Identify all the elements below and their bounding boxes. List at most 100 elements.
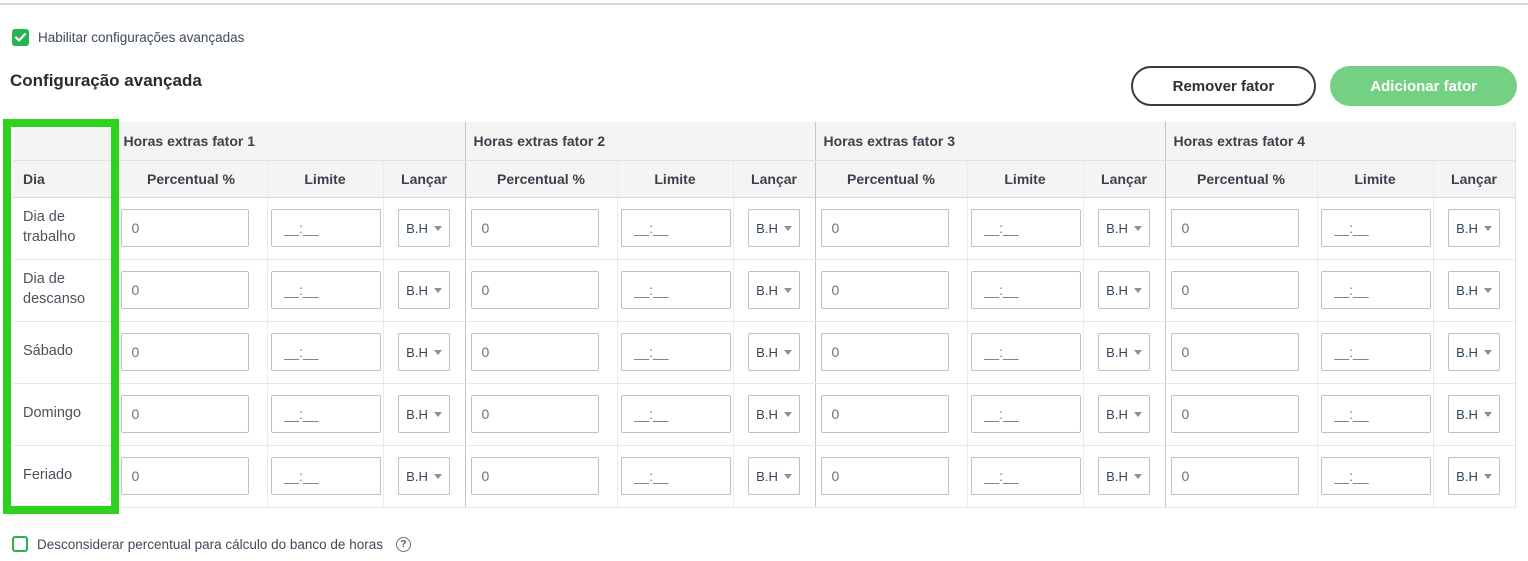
limit-cell [1316,259,1433,322]
percent-cell [464,383,617,446]
limit-input-factor3-row3[interactable] [970,333,1081,371]
percent-cell [1164,259,1317,322]
launch-select-factor1-row1[interactable]: B.H [398,209,450,247]
checkmark-icon [15,33,26,42]
launch-select-value: B.H [1106,344,1128,360]
launch-select-value: B.H [756,220,778,236]
percent-cell [114,259,267,322]
help-icon[interactable]: ? [395,536,411,552]
limit-input-factor2-row3[interactable] [620,333,731,371]
group-header-factor-3: Horas extras fator 3 [814,122,1165,161]
percent-input-factor3-row3[interactable] [820,333,949,371]
launch-select-factor4-row5[interactable]: B.H [1448,457,1500,495]
percent-input-factor1-row2[interactable] [120,271,249,309]
sub-header-launch-factor-3: Lançar [1082,160,1165,198]
launch-cell: B.H [1432,321,1516,384]
limit-cell [266,197,383,260]
limit-input-factor3-row2[interactable] [970,271,1081,309]
disregard-percentual-row[interactable]: Desconsiderar percentual para cálculo do… [12,536,411,552]
row-label-5: Feriado [13,445,115,508]
percent-input-factor4-row3[interactable] [1170,333,1299,371]
limit-input-factor1-row2[interactable] [270,271,381,309]
launch-select-factor4-row1[interactable]: B.H [1448,209,1500,247]
advanced-config-table-wrap: Horas extras fator 1 Horas extras fator 2… [13,122,1516,508]
limit-cell [616,445,733,508]
percent-input-factor4-row2[interactable] [1170,271,1299,309]
limit-input-factor2-row5[interactable] [620,457,731,495]
launch-select-factor2-row2[interactable]: B.H [748,271,800,309]
launch-select-factor3-row3[interactable]: B.H [1098,333,1150,371]
percent-input-factor4-row5[interactable] [1170,457,1299,495]
disregard-percentual-checkbox[interactable] [12,536,28,552]
launch-cell: B.H [382,321,465,384]
percent-input-factor3-row5[interactable] [820,457,949,495]
enable-advanced-checkbox[interactable] [12,29,29,46]
add-factor-button[interactable]: Adicionar fator [1330,66,1517,106]
limit-cell [966,259,1083,322]
limit-input-factor1-row1[interactable] [270,209,381,247]
launch-select-factor1-row5[interactable]: B.H [398,457,450,495]
limit-input-factor1-row3[interactable] [270,333,381,371]
percent-input-factor1-row5[interactable] [120,457,249,495]
remove-factor-button[interactable]: Remover fator [1130,66,1317,106]
launch-select-factor2-row1[interactable]: B.H [748,209,800,247]
chevron-down-icon [433,411,442,417]
limit-input-factor2-row1[interactable] [620,209,731,247]
limit-cell [266,321,383,384]
percent-input-factor2-row1[interactable] [470,209,599,247]
launch-select-value: B.H [406,406,428,422]
percent-input-factor2-row5[interactable] [470,457,599,495]
limit-input-factor2-row4[interactable] [620,395,731,433]
limit-input-factor4-row5[interactable] [1320,457,1431,495]
limit-input-factor4-row2[interactable] [1320,271,1431,309]
launch-select-factor2-row4[interactable]: B.H [748,395,800,433]
percent-input-factor2-row4[interactable] [470,395,599,433]
percent-input-factor4-row4[interactable] [1170,395,1299,433]
percent-input-factor2-row2[interactable] [470,271,599,309]
table-row: Dia de trabalho B.H B.H B.H B.H [13,197,1516,260]
percent-input-factor1-row3[interactable] [120,333,249,371]
launch-select-factor4-row3[interactable]: B.H [1448,333,1500,371]
launch-select-factor2-row3[interactable]: B.H [748,333,800,371]
launch-select-factor4-row2[interactable]: B.H [1448,271,1500,309]
launch-cell: B.H [382,383,465,446]
limit-input-factor4-row4[interactable] [1320,395,1431,433]
percent-input-factor2-row3[interactable] [470,333,599,371]
limit-input-factor3-row5[interactable] [970,457,1081,495]
percent-input-factor3-row2[interactable] [820,271,949,309]
percent-cell [1164,383,1317,446]
launch-select-factor1-row2[interactable]: B.H [398,271,450,309]
launch-select-factor3-row1[interactable]: B.H [1098,209,1150,247]
limit-input-factor1-row4[interactable] [270,395,381,433]
launch-select-factor3-row2[interactable]: B.H [1098,271,1150,309]
percent-input-factor3-row4[interactable] [820,395,949,433]
day-column-header: Dia [13,160,115,198]
launch-cell: B.H [732,445,815,508]
launch-select-factor2-row5[interactable]: B.H [748,457,800,495]
launch-cell: B.H [1082,321,1165,384]
page-title: Configuração avançada [10,71,202,90]
percent-input-factor1-row4[interactable] [120,395,249,433]
percent-input-factor3-row1[interactable] [820,209,949,247]
launch-select-factor3-row5[interactable]: B.H [1098,457,1150,495]
chevron-down-icon [1483,349,1492,355]
launch-select-factor1-row3[interactable]: B.H [398,333,450,371]
percent-input-factor4-row1[interactable] [1170,209,1299,247]
limit-input-factor2-row2[interactable] [620,271,731,309]
limit-input-factor4-row1[interactable] [1320,209,1431,247]
limit-input-factor1-row5[interactable] [270,457,381,495]
launch-cell: B.H [732,197,815,260]
launch-select-factor3-row4[interactable]: B.H [1098,395,1150,433]
percent-input-factor1-row1[interactable] [120,209,249,247]
sub-header-percent-factor-4: Percentual % [1164,160,1317,198]
sub-header-limit-factor-4: Limite [1316,160,1433,198]
chevron-down-icon [783,225,792,231]
group-header-factor-2: Horas extras fator 2 [464,122,815,161]
limit-cell [616,383,733,446]
limit-input-factor3-row1[interactable] [970,209,1081,247]
launch-select-factor1-row4[interactable]: B.H [398,395,450,433]
enable-advanced-settings-row[interactable]: Habilitar configurações avançadas [12,29,244,46]
limit-input-factor4-row3[interactable] [1320,333,1431,371]
launch-select-factor4-row4[interactable]: B.H [1448,395,1500,433]
limit-input-factor3-row4[interactable] [970,395,1081,433]
